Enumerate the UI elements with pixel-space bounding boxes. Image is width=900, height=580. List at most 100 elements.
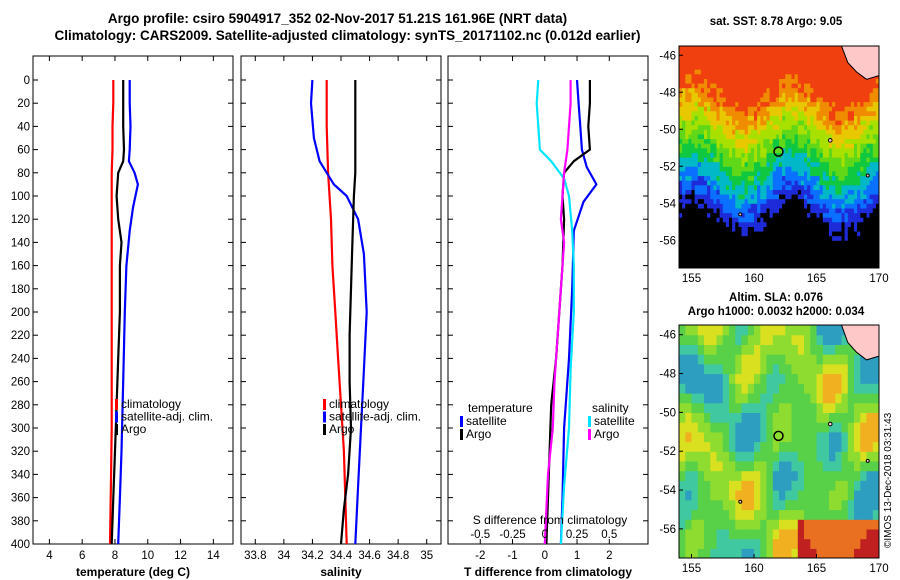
- map-cell: [735, 120, 739, 126]
- map-cell: [710, 124, 714, 130]
- map-cell: [722, 157, 727, 163]
- map-cell: [741, 92, 746, 98]
- map-cell: [860, 120, 864, 126]
- map-cell: [841, 334, 849, 345]
- map-cell: [779, 106, 783, 112]
- map-cell: [825, 180, 830, 186]
- map-cell: [847, 528, 855, 540]
- map-cell: [866, 538, 874, 549]
- map-cell: [869, 170, 874, 177]
- map-cell: [788, 217, 793, 223]
- map-cell: [854, 254, 858, 260]
- map-cell: [810, 393, 818, 404]
- map-cell: [875, 166, 879, 172]
- map-cell: [766, 538, 774, 549]
- map-cell: [822, 92, 827, 98]
- map-cell: [797, 480, 805, 491]
- map-cell: [754, 221, 758, 227]
- legend-label: satellite-adj. clim.: [329, 410, 421, 424]
- map-cell: [816, 519, 824, 530]
- map-cell: [850, 180, 855, 186]
- map-cell: [794, 240, 799, 246]
- map-cell: [700, 92, 705, 98]
- map-cell: [797, 124, 802, 130]
- map-cell: [725, 244, 730, 251]
- map-cell: [707, 143, 711, 149]
- map-cell: [722, 78, 727, 84]
- map-cell: [838, 92, 843, 98]
- map-cell: [854, 258, 858, 264]
- map-cell: [766, 147, 771, 153]
- map-cell: [685, 170, 689, 177]
- map-cell: [685, 240, 689, 246]
- map-cell: [760, 69, 764, 75]
- map-cell: [700, 226, 705, 232]
- map-cell: [769, 175, 774, 181]
- map-cell: [747, 50, 752, 56]
- map-cell: [788, 226, 793, 232]
- map-cell: [850, 254, 855, 260]
- map-cell: [794, 235, 799, 241]
- map-cell: [810, 96, 814, 103]
- map-cell: [822, 460, 830, 472]
- map-cell: [741, 175, 746, 181]
- map-cell: [685, 133, 689, 140]
- map-cell: [844, 147, 849, 153]
- map-cell: [725, 101, 730, 107]
- map-cell: [725, 55, 730, 61]
- map-cell: [819, 231, 824, 237]
- map-cell: [844, 203, 849, 209]
- map-cell: [804, 73, 808, 79]
- map-cell: [822, 194, 827, 200]
- map-cell: [688, 221, 693, 227]
- map-cell: [685, 221, 689, 227]
- map-cell: [716, 110, 721, 116]
- map-cell: [744, 106, 749, 112]
- map-cell: [872, 115, 877, 121]
- map-cell: [841, 78, 846, 84]
- map-cell: [860, 354, 868, 365]
- map-cell: [704, 106, 708, 112]
- map-cell: [700, 180, 705, 186]
- map-cell: [866, 441, 874, 452]
- map-cell: [857, 166, 861, 172]
- map-cell: [760, 451, 768, 462]
- map-cell: [772, 217, 777, 223]
- x-tick-label: 34.8: [387, 550, 409, 562]
- map-cell: [847, 170, 852, 177]
- y-tick-label: -50: [659, 124, 676, 136]
- map-cell: [835, 83, 839, 89]
- map-cell: [875, 212, 879, 218]
- map-cell: [704, 538, 711, 549]
- map-cell: [700, 189, 705, 195]
- map-cell: [779, 235, 783, 241]
- map-cell: [775, 263, 780, 268]
- map-cell: [729, 548, 736, 558]
- map-cell: [800, 96, 805, 103]
- map-cell: [816, 235, 821, 241]
- map-cell: [779, 490, 786, 501]
- map-cell: [788, 101, 793, 107]
- map-cell: [694, 180, 699, 186]
- map-cell: [679, 363, 686, 375]
- map-cell: [854, 231, 858, 237]
- map-cell: [757, 170, 761, 177]
- map-cell: [735, 110, 739, 116]
- map-cell: [804, 240, 808, 246]
- map-cell: [754, 509, 761, 520]
- map-cell: [860, 254, 864, 260]
- map-cell: [763, 110, 768, 116]
- map-cell: [800, 170, 805, 177]
- map-cell: [810, 73, 814, 79]
- map-cell: [754, 258, 758, 264]
- map-cell: [682, 263, 686, 268]
- map-cell: [813, 133, 818, 140]
- map-cell: [804, 180, 808, 186]
- map-cell: [872, 83, 877, 89]
- map-cell: [822, 528, 830, 540]
- map-cell: [872, 147, 877, 153]
- map-cell: [679, 207, 683, 214]
- map-cell: [741, 143, 746, 149]
- map-cell: [869, 258, 874, 264]
- map-cell: [760, 354, 768, 365]
